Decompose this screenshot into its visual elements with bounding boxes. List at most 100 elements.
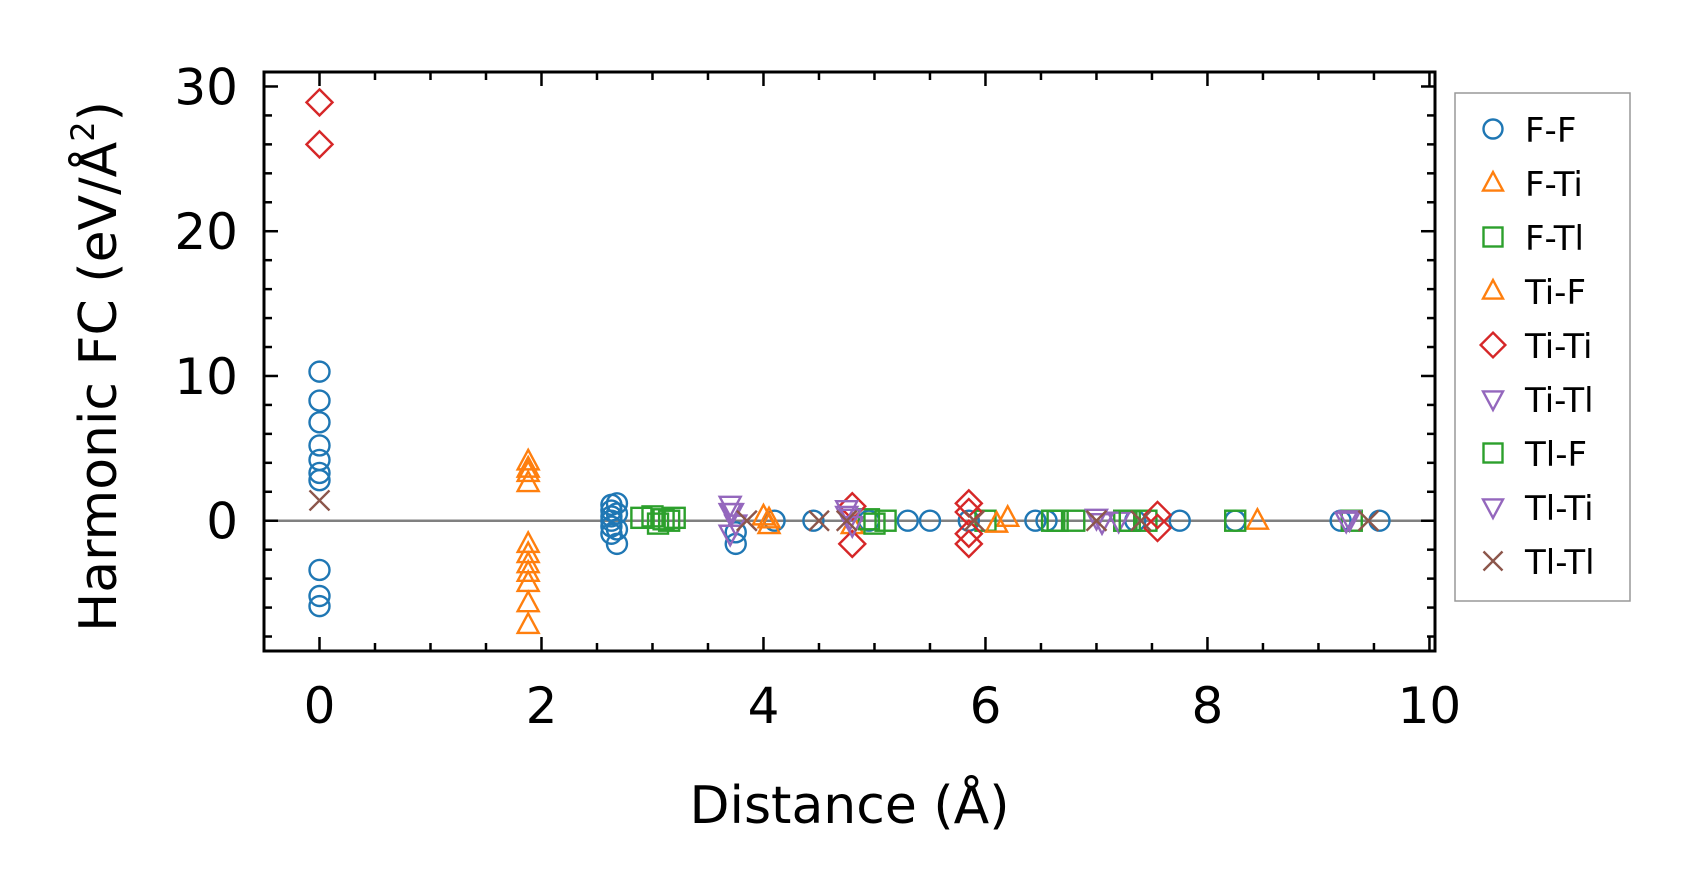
- point-tl-tl: [735, 509, 758, 532]
- x-tick-label: 0: [304, 677, 336, 735]
- series-tl-tl: [308, 489, 1380, 532]
- x-tick-label: 6: [970, 677, 1002, 735]
- point-ti-ti: [954, 519, 984, 549]
- x-tick-label: 8: [1192, 677, 1224, 735]
- legend-item-tl-ti: Tl-Ti: [1481, 489, 1594, 529]
- series-f-ti: [515, 447, 1270, 635]
- legend-marker-tl-f: [1482, 442, 1504, 464]
- point-ti-tl: [839, 515, 865, 540]
- point-tl-tl: [1085, 509, 1108, 532]
- data-points: [304, 87, 1391, 635]
- y-tick-label: 0: [206, 493, 238, 551]
- legend-label-ti-tl: Ti-Tl: [1524, 381, 1594, 421]
- legend-item-ti-f: Ti-F: [1481, 273, 1586, 313]
- axis-ticks: [262, 72, 1435, 651]
- legend-marker-f-tl: [1482, 226, 1504, 248]
- legend: F-F F-Ti F-Tl Ti-F Ti-Ti Ti-Tl Tl-F Tl-Ti Tl-Tl: [1454, 92, 1631, 602]
- point-f-f: [605, 532, 629, 556]
- legend-item-f-ti: F-Ti: [1481, 165, 1583, 205]
- x-axis-title: Distance (Å): [689, 774, 1009, 836]
- point-tl-tl: [963, 509, 986, 532]
- legend-marker-tl-ti: [1481, 498, 1505, 521]
- x-tick-label: 2: [526, 677, 558, 735]
- y-tick-label: 30: [174, 58, 238, 116]
- point-f-ti: [1244, 506, 1270, 530]
- point-f-f: [1168, 509, 1191, 532]
- point-ti-tl: [717, 524, 743, 548]
- point-f-tl: [663, 506, 686, 530]
- point-f-f: [308, 461, 331, 485]
- point-f-ti: [756, 511, 782, 535]
- y-tick-label: 10: [174, 348, 238, 406]
- legend-item-ti-ti: Ti-Ti: [1478, 327, 1593, 367]
- point-f-f: [605, 502, 629, 525]
- legend-item-f-tl: F-Tl: [1482, 219, 1584, 259]
- legend-item-tl-tl: Tl-Tl: [1482, 543, 1595, 583]
- point-ti-tl: [1333, 511, 1359, 535]
- legend-label-f-ti: F-Ti: [1525, 165, 1583, 205]
- point-ti-ti: [954, 529, 984, 559]
- point-ti-f: [984, 509, 1010, 533]
- y-axis-title: Harmonic FC (eV/Å2): [64, 101, 129, 632]
- legend-label-tl-ti: Tl-Ti: [1524, 489, 1594, 529]
- legend-label-ti-ti: Ti-Ti: [1524, 327, 1593, 367]
- point-f-f: [896, 509, 919, 532]
- legend-item-ti-tl: Ti-Tl: [1481, 381, 1594, 421]
- point-f-tl: [1063, 509, 1086, 532]
- point-f-ti: [515, 454, 541, 478]
- plot-area-frame: [262, 70, 1437, 653]
- point-f-f: [308, 411, 331, 434]
- point-f-ti: [995, 503, 1021, 528]
- point-ti-ti: [1142, 513, 1173, 543]
- point-tl-tl: [1130, 509, 1152, 532]
- point-tl-f: [657, 509, 681, 532]
- x-tick-label: 4: [748, 677, 780, 735]
- point-f-f: [308, 468, 331, 492]
- point-ti-tl: [1083, 508, 1109, 532]
- series-ti-f: [515, 458, 1010, 533]
- axis-tick-labels: 0 2 4 6 8 10 0 10 20 30: [174, 58, 1461, 735]
- point-f-ti: [515, 610, 541, 635]
- point-f-f: [918, 509, 942, 532]
- point-f-f: [308, 360, 331, 383]
- legend-marker-f-f: [1482, 118, 1504, 140]
- series-ti-ti: [304, 87, 1173, 559]
- point-tl-ti: [1337, 510, 1363, 534]
- legend-item-f-f: F-F: [1482, 111, 1576, 151]
- y-tick-label: 20: [174, 203, 238, 261]
- legend-label-f-tl: F-Tl: [1525, 219, 1584, 259]
- point-f-f: [802, 509, 825, 532]
- point-tl-ti: [719, 502, 745, 527]
- point-ti-ti: [1142, 500, 1173, 530]
- legend-marker-ti-tl: [1481, 390, 1505, 413]
- point-tl-tl: [308, 489, 331, 512]
- legend-label-tl-tl: Tl-Tl: [1524, 543, 1595, 583]
- legend-label-f-f: F-F: [1525, 111, 1576, 151]
- point-ti-ti: [837, 529, 867, 559]
- legend-marker-f-ti: [1481, 169, 1505, 192]
- point-f-tl: [1224, 509, 1247, 532]
- point-f-tl: [857, 508, 881, 531]
- x-tick-label: 10: [1398, 677, 1462, 735]
- series-f-f: [308, 360, 1391, 618]
- point-tl-tl: [1357, 509, 1380, 532]
- point-f-f: [308, 584, 331, 608]
- point-tl-tl: [835, 509, 858, 532]
- legend-item-tl-f: Tl-F: [1482, 435, 1587, 475]
- point-f-f: [605, 492, 629, 515]
- point-f-f: [308, 389, 331, 412]
- y-axis-title-close: ): [69, 101, 129, 121]
- point-f-f: [308, 594, 331, 618]
- point-f-ti: [515, 589, 541, 613]
- point-ti-tl: [717, 495, 743, 519]
- point-f-ti: [515, 558, 541, 583]
- point-f-f: [308, 434, 331, 457]
- point-f-f: [605, 518, 629, 541]
- point-tl-tl: [808, 509, 830, 532]
- point-ti-f: [515, 458, 541, 483]
- point-f-f: [308, 558, 331, 582]
- legend-marker-tl-tl: [1482, 550, 1504, 572]
- point-ti-f: [756, 505, 782, 529]
- point-tl-f: [1046, 509, 1069, 532]
